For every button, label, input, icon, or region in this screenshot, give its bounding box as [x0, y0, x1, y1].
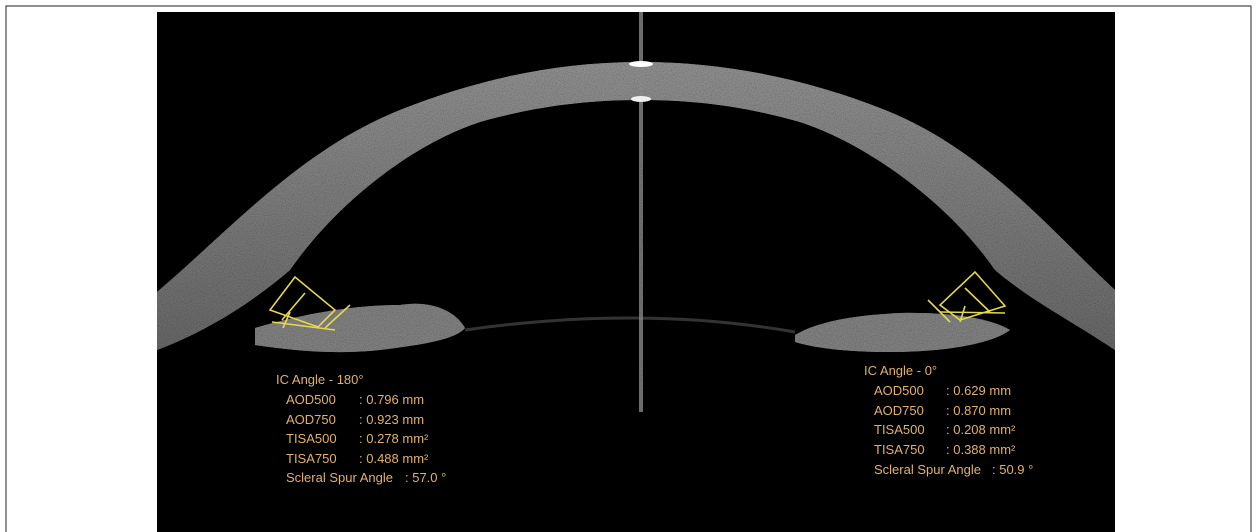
reflex	[631, 96, 651, 102]
panel-title: IC Angle - 0°	[864, 363, 937, 378]
lens	[464, 316, 796, 334]
value: : 0.870 mm	[946, 403, 1011, 418]
value: : 0.388 mm²	[946, 442, 1016, 457]
label: AOD500	[874, 383, 924, 398]
value: : 57.0 °	[405, 470, 446, 485]
value: : 0.208 mm²	[946, 422, 1016, 437]
angle-marking-right	[927, 270, 1007, 323]
value: : 0.278 mm²	[359, 431, 429, 446]
label: Scleral Spur Angle	[286, 470, 393, 485]
value: : 0.923 mm	[359, 412, 424, 427]
center-artifact	[639, 12, 643, 412]
panel-title: IC Angle - 180°	[276, 372, 364, 387]
left-measurements: IC Angle - 180° AOD500 : 0.796 mm AOD750…	[276, 372, 446, 485]
label: AOD500	[286, 392, 336, 407]
angle-marking-left	[268, 275, 351, 331]
label: TISA500	[286, 431, 337, 446]
iris-left	[255, 303, 465, 353]
label: Scleral Spur Angle	[874, 462, 981, 477]
label: AOD750	[286, 412, 336, 427]
label: TISA500	[874, 422, 925, 437]
label: TISA750	[874, 442, 925, 457]
value: : 50.9 °	[992, 462, 1033, 477]
label: AOD750	[874, 403, 924, 418]
reflex	[629, 61, 653, 67]
value: : 0.488 mm²	[359, 451, 429, 466]
cornea	[157, 62, 1115, 350]
value: : 0.629 mm	[946, 383, 1011, 398]
iris-right	[795, 312, 1010, 352]
label: TISA750	[286, 451, 337, 466]
right-measurements: IC Angle - 0° AOD500 : 0.629 mm AOD750 :…	[864, 363, 1033, 477]
value: : 0.796 mm	[359, 392, 424, 407]
